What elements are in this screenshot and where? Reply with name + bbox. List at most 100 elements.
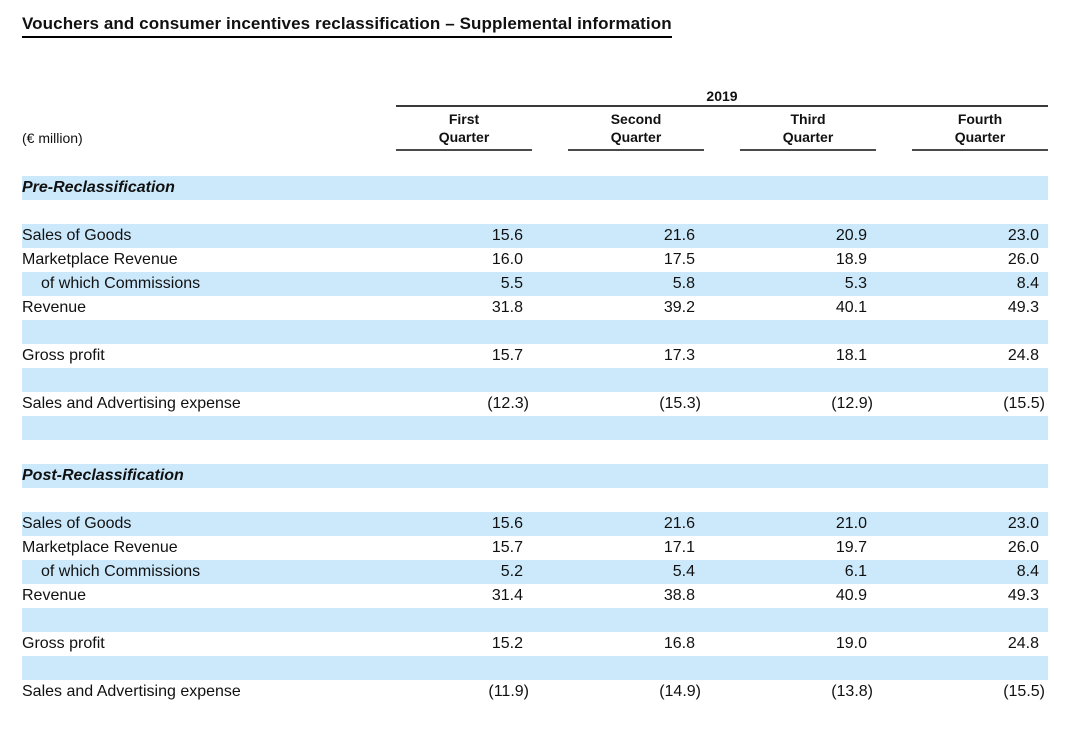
section-header-row: Pre-Reclassification [22,175,1048,200]
cell [876,200,1048,224]
row-label: Revenue [22,586,87,604]
quarter-header-group: 2019 First Quarter Second Quarter Third Qu… [360,88,1048,151]
table-row: Gross profit 15.2 16.8 19.0 24.8 [22,632,1048,656]
cell [360,608,532,632]
page-title: Vouchers and consumer incentives reclass… [22,14,672,38]
cell: 5.2 [500,562,523,580]
cell: 5.3 [844,274,867,292]
cell [360,320,532,344]
cell: 21.0 [835,514,867,532]
cell [704,176,876,200]
table-section: Pre-Reclassification Sales of Goods 15.6 21… [22,175,1048,440]
cell [704,608,876,632]
quarter-column-label: First Quarter [396,110,532,151]
cell: 21.6 [663,514,695,532]
cell [360,656,532,680]
section-header-label: Pre-Reclassification [22,178,175,196]
cell: 38.8 [663,586,695,604]
cell [532,176,704,200]
cell [704,320,876,344]
row-label: Gross profit [22,346,105,364]
cell: 17.5 [663,250,695,268]
quarter-column-header: Third Quarter [704,110,876,151]
cell: 6.1 [844,562,867,580]
cell [876,320,1048,344]
cell: 5.4 [672,562,695,580]
cell: 23.0 [1007,226,1039,244]
table-row: of which Commissions 5.5 5.8 5.3 8.4 [22,271,1048,296]
row-label: of which Commissions [41,562,201,580]
quarter-column-label: Second Quarter [568,110,704,151]
table-section: Post-Reclassification Sales of Goods 15.6 2… [22,463,1048,704]
cell: 16.0 [491,250,523,268]
table-row: Sales and Advertising expense (12.3) (15.3… [22,392,1048,416]
cell: (11.9) [488,682,529,700]
cell [532,368,704,392]
cell: 19.0 [835,634,867,652]
row-label: Revenue [22,298,87,316]
table-header: (€ million) 2019 First Quarter Second Qua… [22,88,1048,151]
cell: 17.3 [663,346,695,364]
year-header: 2019 [396,88,1048,107]
cell: 18.9 [835,250,867,268]
cell [704,656,876,680]
cell: 20.9 [835,226,867,244]
year-label: 2019 [706,88,738,104]
cell: 40.1 [835,298,867,316]
cell [704,488,876,512]
cell [876,656,1048,680]
row-label: of which Commissions [41,274,201,292]
spacer-row [22,200,1048,224]
quarter-column-label: Third Quarter [740,110,876,151]
row-label [22,368,360,392]
cell [532,200,704,224]
cell [876,608,1048,632]
sections: Pre-Reclassification Sales of Goods 15.6 21… [22,175,1048,704]
cell: 21.6 [663,226,695,244]
cell: 18.1 [835,346,867,364]
cell: 8.4 [1016,562,1039,580]
cell: 31.8 [491,298,523,316]
row-label: Sales and Advertising expense [22,682,241,700]
cell: 15.2 [491,634,523,652]
cell [876,464,1048,488]
cell [360,416,532,440]
cell: 8.4 [1016,274,1039,292]
row-label: Marketplace Revenue [22,538,178,556]
cell: 15.7 [491,346,523,364]
cell: (15.3) [659,394,701,412]
cell: 5.5 [500,274,523,292]
table-row: Marketplace Revenue 16.0 17.5 18.9 26.0 [22,248,1048,272]
spacer-row [22,488,1048,512]
cell [360,368,532,392]
row-label [22,488,360,512]
cell: 17.1 [663,538,695,556]
cell: (14.9) [659,682,701,700]
cell: 26.0 [1007,250,1039,268]
quarter-column-label: Fourth Quarter [912,110,1048,151]
cell [876,368,1048,392]
row-label [22,656,360,680]
cell: 15.7 [491,538,523,556]
cell: 15.6 [491,514,523,532]
row-label: Sales of Goods [22,514,132,532]
row-label [22,200,360,224]
cell: 24.8 [1007,634,1039,652]
cell: 19.7 [835,538,867,556]
row-label: Sales of Goods [22,226,132,244]
cell: (12.9) [831,394,873,412]
cell: 24.8 [1007,346,1039,364]
cell [360,200,532,224]
cell [360,176,532,200]
cell: (13.8) [831,682,873,700]
cell: 15.6 [491,226,523,244]
table-row: Sales of Goods 15.6 21.6 21.0 23.0 [22,511,1048,536]
quarter-column-header: Second Quarter [532,110,704,151]
cell [704,368,876,392]
row-label: Sales and Advertising expense [22,394,241,412]
spacer-row [22,319,1048,344]
cell [876,488,1048,512]
table-row: Sales and Advertising expense (11.9) (14.9… [22,680,1048,704]
cell [876,176,1048,200]
